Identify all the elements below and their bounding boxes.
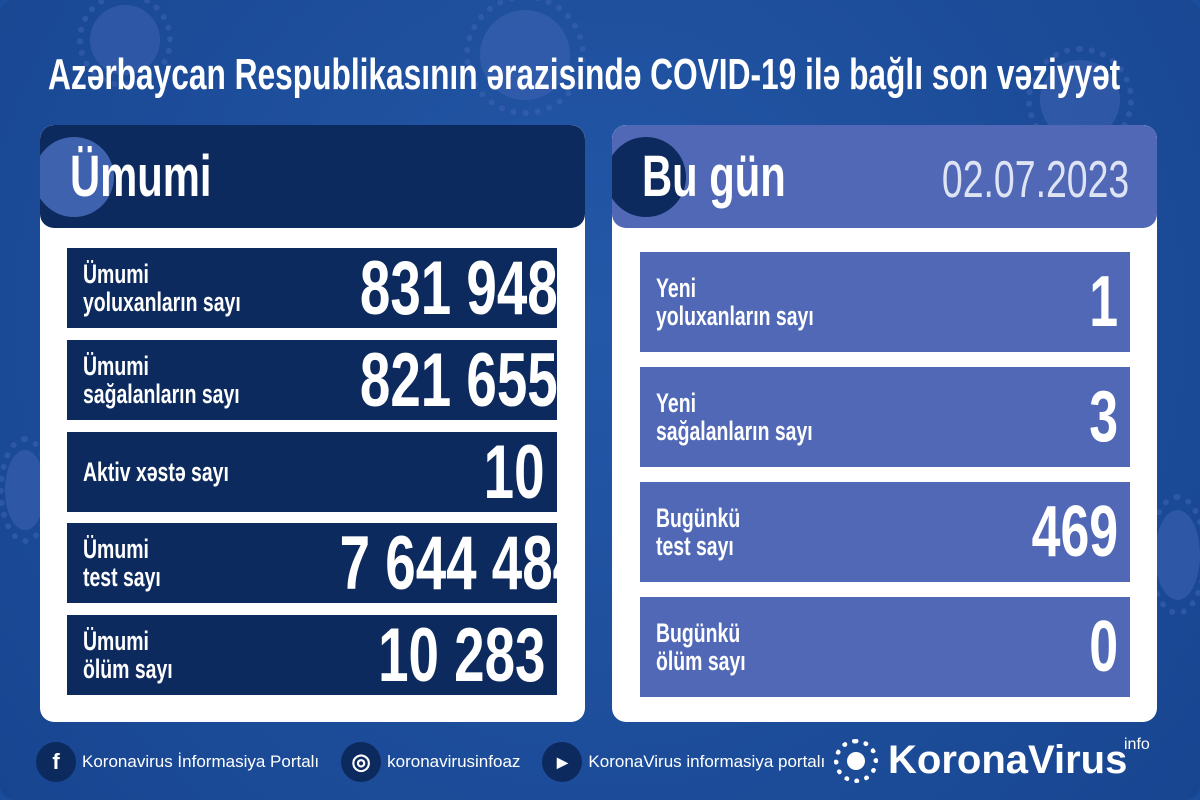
youtube-link[interactable]: ▶ KoronaVirus informasiya portalı xyxy=(542,742,825,782)
footer: f Koronavirus İnformasiya Portalı ◎ korona… xyxy=(36,738,1160,786)
instagram-icon: ◎ xyxy=(341,742,382,782)
stat-row-new-infected: Yeni yoluxanların sayı 1 xyxy=(640,252,1130,352)
today-heading: Bu gün xyxy=(642,144,786,209)
koronavirus-logo: KoronaVirus info xyxy=(834,736,1150,783)
total-heading: Ümumi xyxy=(70,144,212,209)
stat-row-total-tests: Ümumi test sayı 7 644 484 xyxy=(67,521,583,606)
stat-row-active: Aktiv xəstə sayı 10 xyxy=(67,430,557,515)
page-title: Azərbaycan Respublikasının ərazisində CO… xyxy=(48,50,1121,99)
today-panel: Bu gün 02.07.2023 Yeni yoluxanların sayı 1… xyxy=(612,125,1157,722)
today-header: Bu gün 02.07.2023 xyxy=(612,125,1157,228)
youtube-icon: ▶ xyxy=(542,742,583,782)
sun-logo-icon xyxy=(834,738,878,783)
virus-decoration-icon xyxy=(463,0,587,117)
instagram-link[interactable]: ◎ koronavirusinfoaz xyxy=(341,742,520,782)
virus-decoration-icon xyxy=(77,0,173,88)
total-panel: Ümumi Ümumi yoluxanların sayı 831 948 Ümum… xyxy=(40,125,585,722)
facebook-link[interactable]: f Koronavirus İnformasiya Portalı xyxy=(36,742,319,782)
date: 02.07.2023 xyxy=(941,151,1129,209)
stat-row-total-deaths: Ümumi ölüm sayı 10 283 xyxy=(67,613,557,698)
facebook-icon: f xyxy=(36,742,76,782)
stat-row-today-tests: Bugünkü test sayı 469 xyxy=(640,482,1130,582)
total-header: Ümumi xyxy=(40,125,585,228)
stat-row-total-recovered: Ümumi sağalanların sayı 821 655 xyxy=(67,338,558,423)
stat-row-new-recovered: Yeni sağalanların sayı 3 xyxy=(640,367,1130,467)
stat-row-total-infected: Ümumi yoluxanların sayı 831 948 xyxy=(67,246,558,331)
virus-icon xyxy=(612,137,686,217)
virus-decoration-icon xyxy=(1146,493,1200,617)
virus-decoration-icon xyxy=(0,435,53,545)
virus-icon xyxy=(40,137,114,217)
stat-row-today-deaths: Bugünkü ölüm sayı 0 xyxy=(640,597,1130,697)
